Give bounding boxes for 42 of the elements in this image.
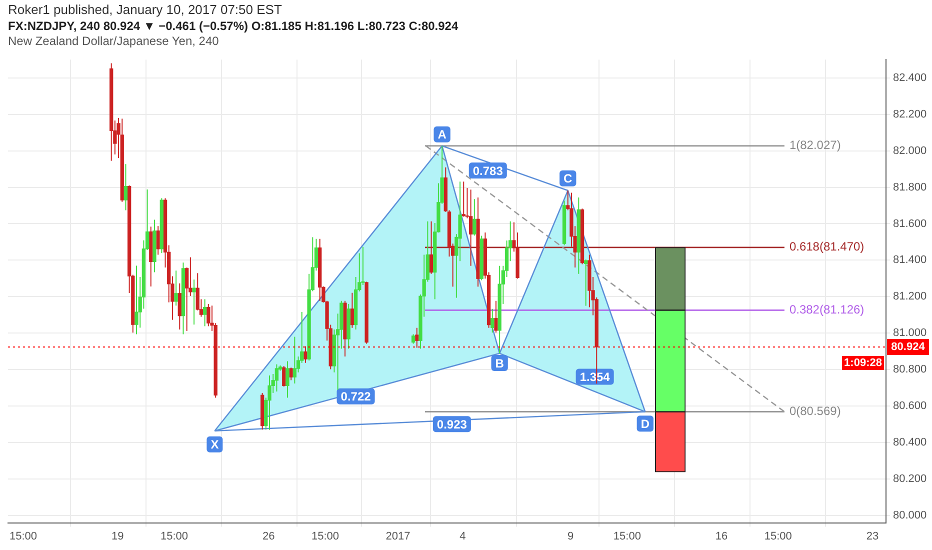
- x-tick-label: 16: [715, 530, 728, 542]
- x-tick-label: 4: [460, 530, 466, 542]
- annotation: A: [438, 128, 447, 142]
- annotation: C: [564, 172, 573, 186]
- x-tick-label: 15:00: [160, 530, 188, 542]
- annotation: 0.923: [436, 417, 468, 432]
- x-tick-label: 15:00: [764, 530, 792, 542]
- y-tick-label: 80.200: [893, 473, 927, 486]
- y-tick-label: 82.400: [893, 72, 927, 84]
- y-tick-label: 81.800: [893, 181, 927, 194]
- chart-subtitle: New Zealand Dollar/Japanese Yen, 240: [8, 34, 220, 49]
- y-tick-label: 80.000: [893, 510, 927, 522]
- x-tick-label: 23: [866, 530, 879, 542]
- annotation: D: [640, 416, 650, 431]
- annotation: B: [495, 356, 504, 370]
- ref-line-label: 80.924: [891, 341, 926, 354]
- series-label: 0(80.569): [789, 404, 841, 418]
- x-tick-label: 26: [262, 530, 275, 542]
- y-tick-label: 81.400: [893, 254, 927, 266]
- series-label: 1(82.027): [789, 138, 841, 152]
- x-tick-label: 15:00: [613, 530, 641, 542]
- y-tick-label: 80.600: [893, 400, 927, 412]
- x-tick-label: 15:00: [311, 530, 339, 542]
- x-tick-label: 15:00: [10, 530, 38, 542]
- x-tick-label: 2017: [386, 530, 410, 542]
- y-tick-label: 81.600: [893, 218, 927, 230]
- y-tick-label: 80.400: [893, 436, 927, 449]
- annotation: 1:09:28: [844, 357, 882, 370]
- y-tick-label: 81.200: [893, 290, 927, 303]
- y-tick-label: 82.000: [893, 144, 927, 157]
- series-label: 0.618(81.470): [789, 240, 864, 254]
- y-tick-label: 81.000: [893, 327, 927, 340]
- annotation: 0.722: [340, 390, 372, 404]
- series-label: 0.382(81.126): [789, 302, 864, 316]
- x-tick-label: 19: [112, 530, 124, 542]
- text: Roker1 published, January 10, 2017 07:50 EST: [8, 2, 283, 18]
- annotation: 0.783: [472, 164, 504, 178]
- y-tick-label: 82.200: [893, 108, 927, 120]
- annotation: X: [210, 438, 219, 452]
- chart-title: FX:NZDJPY, 240 80.924 ▼ −0.461 (−0.57%) O:81.185 H:81.196 L:80.723 C:80.924: [8, 18, 460, 34]
- y-tick-label: 80.800: [893, 364, 927, 376]
- x-tick-label: 9: [568, 530, 574, 542]
